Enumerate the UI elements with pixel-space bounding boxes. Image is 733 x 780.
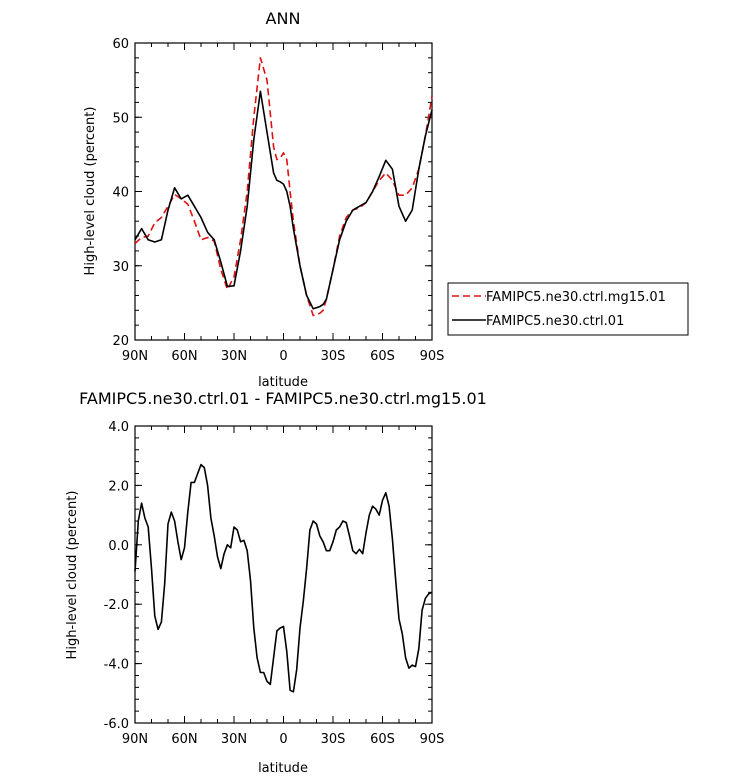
legend: FAMIPC5.ne30.ctrl.mg15.01 FAMIPC5.ne30.c… [447, 282, 689, 336]
x-tick-label-top: 30S [321, 349, 346, 364]
y-tick-label-top: 20 [112, 334, 129, 349]
x-tick-label-bottom: 0 [279, 732, 287, 747]
series-line-bottom-0 [134, 463, 433, 693]
x-tick-label-top: 90N [122, 349, 148, 364]
x-tick-label-top: 0 [279, 349, 287, 364]
legend-label-ctrl: FAMIPC5.ne30.ctrl.01 [486, 314, 624, 329]
x-tick-label-top: 90S [420, 349, 445, 364]
x-tick-label-top: 60S [370, 349, 395, 364]
y-tick-label-top: 40 [112, 186, 129, 201]
plot-area-top: 90N 60N 30N 0 30S 60S 90S 20 30 40 50 60 [112, 37, 444, 364]
x-tick-label-bottom: 60S [370, 732, 395, 747]
y-tick-label-top: 60 [112, 37, 129, 52]
chart-title-top: ANN [266, 9, 301, 28]
legend-label-mg15: FAMIPC5.ne30.ctrl.mg15.01 [486, 290, 666, 305]
plot-frame-top [134, 42, 433, 341]
x-tick-label-bottom: 30N [221, 732, 247, 747]
x-tick-label-bottom: 30S [321, 732, 346, 747]
y-axis-label-top: High-level cloud (percent) [83, 107, 98, 276]
y-tick-label-bottom: -6.0 [104, 717, 129, 732]
chart-title-bottom: FAMIPC5.ne30.ctrl.01 - FAMIPC5.ne30.ctrl… [79, 389, 487, 408]
plot-area-bottom: 90N 60N 30N 0 30S 60S 90S -6.0 -4.0 -2.0 0.0 2.0 4.0 [104, 420, 445, 747]
legend-box [447, 282, 689, 336]
x-tick-label-top: 30N [221, 349, 247, 364]
series-line-top-0 [134, 57, 433, 317]
x-axis-label-top: latitude [258, 375, 308, 390]
x-tick-label-bottom: 90S [420, 732, 445, 747]
series-line-top-1 [134, 90, 433, 310]
x-tick-label-bottom: 90N [122, 732, 148, 747]
y-tick-label-bottom: 4.0 [108, 420, 129, 435]
y-tick-label-bottom: 2.0 [108, 479, 129, 494]
y-tick-label-top: 50 [112, 111, 129, 126]
y-tick-label-bottom: 0.0 [108, 539, 129, 554]
y-tick-label-top: 30 [112, 260, 129, 275]
y-tick-label-bottom: -2.0 [104, 598, 129, 613]
y-axis-label-bottom: High-level cloud (percent) [65, 491, 80, 660]
y-tick-label-bottom: -4.0 [104, 658, 129, 673]
panel-top: ANN 90N 60N 30N 0 30S 60S 90S 20 30 40 50 60 latitu… [83, 9, 444, 390]
x-tick-label-top: 60N [171, 349, 197, 364]
panel-bottom: FAMIPC5.ne30.ctrl.01 - FAMIPC5.ne30.ctrl… [65, 389, 487, 776]
plot-frame-bottom [134, 425, 433, 724]
x-tick-label-bottom: 60N [171, 732, 197, 747]
x-axis-label-bottom: latitude [258, 761, 308, 776]
